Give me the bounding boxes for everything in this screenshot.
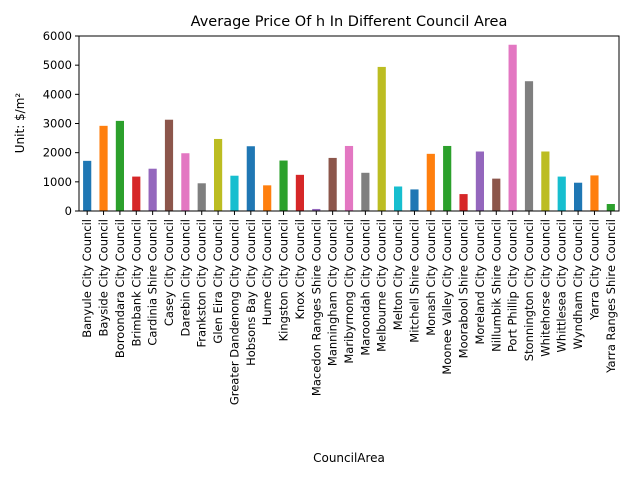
bar-27 xyxy=(508,44,517,211)
x-tick-label: Hume City Council xyxy=(260,219,274,325)
x-tick-label: Kingston City Council xyxy=(277,219,291,341)
bar-12 xyxy=(263,185,272,211)
bar-1 xyxy=(83,160,92,211)
plot-area xyxy=(83,44,615,212)
bar-31 xyxy=(574,182,583,211)
bar-32 xyxy=(590,175,599,211)
y-tick-label: 1000 xyxy=(43,175,72,189)
bar-11 xyxy=(246,146,255,211)
bar-7 xyxy=(181,153,190,211)
bar-5 xyxy=(148,168,157,211)
x-tick-label: Brimbank City Council xyxy=(129,219,143,347)
x-axis-label: CouncilArea xyxy=(313,451,385,465)
x-tick-label: Casey City Council xyxy=(162,219,176,326)
x-tick-label: Yarra City Council xyxy=(587,219,601,321)
x-tick-label: Nillumbik Shire Council xyxy=(489,219,503,352)
x-tick-label: Port Phillip City Council xyxy=(506,219,520,352)
bar-28 xyxy=(524,81,534,211)
chart-title: Average Price Of h In Different Council … xyxy=(191,14,508,30)
bar-10 xyxy=(230,175,239,211)
y-tick-label: 0 xyxy=(65,204,72,218)
x-tick-label: Moonee Valley City Council xyxy=(440,219,454,375)
bar-9 xyxy=(214,138,223,211)
x-tick-label: Mitchell Shire Council xyxy=(407,219,421,343)
x-tick-label: Banyule City Council xyxy=(80,219,94,338)
bar-15 xyxy=(312,208,321,211)
bar-22 xyxy=(426,153,435,211)
bar-16 xyxy=(328,157,337,211)
x-tick-label: Wyndham City Council xyxy=(571,219,585,349)
bar-30 xyxy=(557,176,566,211)
bar-20 xyxy=(394,186,403,211)
x-tick-label: Boroondara City Council xyxy=(113,219,127,358)
y-tick-label: 4000 xyxy=(43,87,72,101)
x-tick-label: Moreland City Council xyxy=(473,219,487,345)
bar-2 xyxy=(99,125,108,211)
x-tick-label: Whitehorse City Council xyxy=(538,219,552,357)
x-tick-label: Yarra Ranges Shire Council xyxy=(604,219,618,374)
y-axis: 0 1000 2000 3000 4000 5000 6000 xyxy=(43,29,79,218)
bar-17 xyxy=(344,145,354,211)
x-tick-label: Manningham City Council xyxy=(326,219,340,366)
bar-14 xyxy=(295,174,304,211)
x-tick-label: Glen Eira City Council xyxy=(211,219,225,344)
x-tick-label: Frankston City Council xyxy=(195,219,209,348)
bar-24 xyxy=(459,194,468,211)
bar-21 xyxy=(410,189,419,211)
bar-13 xyxy=(279,160,288,211)
bar-25 xyxy=(475,151,484,211)
x-tick-label: Bayside City Council xyxy=(97,219,111,337)
x-tick-label: Macedon Ranges Shire Council xyxy=(309,219,323,396)
y-axis-label: Unit: $/m² xyxy=(13,93,27,154)
x-tick-label: Hobsons Bay City Council xyxy=(244,219,258,366)
bar-18 xyxy=(361,172,370,211)
x-tick-label: Melbourne City Council xyxy=(375,219,389,352)
x-tick-label: Maroondah City Council xyxy=(358,219,372,356)
bar-23 xyxy=(443,145,452,211)
x-tick-label: Moorabool Shire Council xyxy=(457,219,471,358)
bar-4 xyxy=(132,176,141,211)
x-tick-label: Greater Dandenong City Council xyxy=(227,219,241,405)
y-tick-label: 3000 xyxy=(43,117,72,131)
y-tick-label: 6000 xyxy=(43,29,72,43)
y-tick-label: 2000 xyxy=(43,146,72,160)
x-axis: Banyule City Council Bayside City Council… xyxy=(80,211,618,405)
bar-3 xyxy=(115,120,124,211)
x-tick-label: Whittlesea City Council xyxy=(555,219,569,352)
x-tick-label: Maribyrnong City Council xyxy=(342,219,356,364)
bar-26 xyxy=(492,178,501,211)
bar-19 xyxy=(377,66,386,212)
x-tick-label: Monash City Council xyxy=(424,219,438,336)
bar-8 xyxy=(197,183,206,211)
x-tick-label: Melton City Council xyxy=(391,219,405,330)
x-tick-label: Darebin City Council xyxy=(178,219,192,336)
plot-frame xyxy=(78,35,620,212)
x-tick-label: Stonnington City Council xyxy=(522,219,536,361)
x-tick-label: Cardinia Shire Council xyxy=(146,219,160,346)
bar-29 xyxy=(541,151,550,211)
bar-6 xyxy=(164,119,174,211)
bar-33 xyxy=(606,204,615,211)
y-tick-label: 5000 xyxy=(43,58,72,72)
x-tick-label: Knox City Council xyxy=(293,219,307,320)
